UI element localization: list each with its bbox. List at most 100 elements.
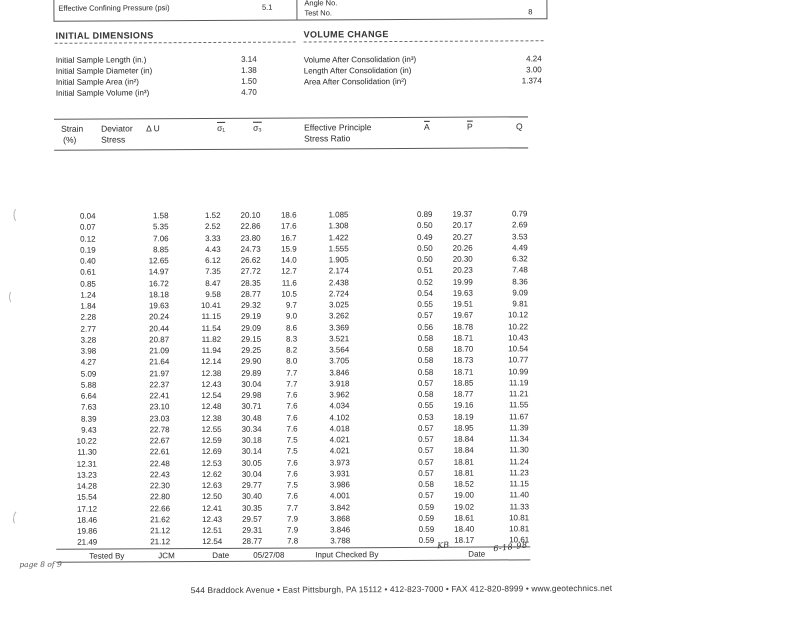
table-cell: 30.40 bbox=[223, 491, 263, 502]
table-cell: 30.35 bbox=[223, 502, 263, 513]
table-cell: 4.49 bbox=[474, 242, 529, 254]
table-cell: 0.58 bbox=[350, 333, 434, 345]
initial-dimensions-title: INITIAL DIMENSIONS bbox=[56, 30, 154, 41]
table-cell: 18.18 bbox=[97, 289, 170, 301]
table-cell: 7.9 bbox=[263, 525, 299, 536]
table-cell: 21.12 bbox=[98, 525, 171, 537]
table-cell: 0.57 bbox=[351, 490, 435, 502]
col-stress-ratio-unit: Stress Ratio bbox=[304, 133, 350, 143]
initial-length-row: Initial Sample Length (in.) 3.14 bbox=[56, 55, 257, 66]
table-cell: 7.7 bbox=[263, 502, 299, 513]
table-cell: 3.521 bbox=[298, 333, 350, 345]
table-cell: 6.32 bbox=[474, 253, 529, 265]
table-cell: 0.19 bbox=[55, 244, 97, 255]
scan-artifact-mark bbox=[12, 509, 25, 527]
table-cell: 30.34 bbox=[223, 423, 263, 434]
table-cell: 11.55 bbox=[474, 400, 529, 412]
table-cell: 30.48 bbox=[223, 412, 263, 423]
table-cell: 28.77 bbox=[223, 536, 263, 547]
table-cell: 0.56 bbox=[350, 321, 434, 333]
table-cell: 7.8 bbox=[263, 536, 299, 547]
table-cell: 2.69 bbox=[474, 220, 529, 232]
table-cell: 0.58 bbox=[350, 389, 434, 401]
table-cell: 12.55 bbox=[171, 424, 223, 436]
table-cell: 29.31 bbox=[223, 525, 263, 536]
table-cell: 18.71 bbox=[434, 332, 474, 343]
table-cell: 9.81 bbox=[474, 298, 529, 310]
table-cell: 18.78 bbox=[434, 321, 474, 332]
col-stress-ratio-label: Effective Principle bbox=[304, 122, 371, 132]
initial-area-label: Initial Sample Area (in²) bbox=[56, 77, 139, 86]
table-cell: 22.30 bbox=[98, 480, 171, 492]
table-cell: 12.43 bbox=[171, 514, 223, 526]
table-cell: 1.085 bbox=[297, 209, 349, 221]
table-cell: 29.25 bbox=[222, 345, 262, 356]
col-deviator-unit: Stress bbox=[101, 134, 125, 144]
table-cell: 10.22 bbox=[474, 321, 529, 333]
table-cell: 19.99 bbox=[434, 276, 474, 287]
topbox-divider bbox=[296, 0, 298, 20]
table-cell: 8.6 bbox=[262, 322, 298, 333]
table-cell: 8.2 bbox=[262, 345, 298, 356]
table-cell: 28.77 bbox=[222, 288, 262, 299]
length-after-value: 3.00 bbox=[526, 65, 542, 75]
table-cell: 29.32 bbox=[222, 300, 262, 311]
col-strain-unit: (%) bbox=[63, 135, 76, 145]
table-cell: 7.7 bbox=[262, 367, 298, 378]
table-cell: 0.53 bbox=[351, 411, 435, 423]
table-cell: 3.986 bbox=[299, 479, 351, 491]
table-cell: 16.72 bbox=[97, 278, 170, 290]
table-cell: 22.48 bbox=[98, 458, 171, 470]
table-cell: 19.51 bbox=[434, 299, 474, 310]
input-checked-by-label: Input Checked By bbox=[315, 550, 378, 559]
table-cell: 0.61 bbox=[55, 267, 97, 278]
table-cell: 12.69 bbox=[171, 446, 223, 458]
table-cell: 7.6 bbox=[263, 457, 299, 468]
table-cell: 29.15 bbox=[222, 333, 262, 344]
table-cell: 9.58 bbox=[170, 289, 222, 301]
signoff-bottom-rule bbox=[56, 559, 531, 563]
table-cell: 12.48 bbox=[170, 401, 222, 413]
table-cell: 12.51 bbox=[171, 525, 223, 537]
table-cell: 2.174 bbox=[298, 266, 350, 278]
table-cell: 6.12 bbox=[170, 255, 222, 267]
table-cell: 18.19 bbox=[435, 411, 475, 422]
table-cell: 2.52 bbox=[170, 221, 222, 233]
table-cell: 22.43 bbox=[98, 469, 171, 481]
table-cell: 11.39 bbox=[475, 422, 530, 434]
table-cell: 3.973 bbox=[299, 457, 351, 469]
initial-length-value: 3.14 bbox=[241, 55, 257, 65]
table-cell: 18.81 bbox=[435, 467, 475, 478]
confining-pressure-label: Effective Confining Pressure (psi) bbox=[58, 3, 169, 13]
table-cell: 18.46 bbox=[56, 514, 98, 525]
table-cell: 0.55 bbox=[350, 400, 434, 412]
volume-change-title: VOLUME CHANGE bbox=[304, 29, 389, 39]
table-cell: 11.67 bbox=[475, 411, 530, 423]
table-cell: 19.37 bbox=[433, 209, 473, 220]
table-cell: 1.24 bbox=[55, 289, 97, 300]
initial-dimensions-underline bbox=[54, 41, 296, 44]
table-cell: 29.89 bbox=[222, 367, 262, 378]
table-cell: 3.262 bbox=[298, 311, 350, 323]
volume-after-row: Volume After Consolidation (in³) 4.24 bbox=[304, 54, 542, 65]
table-cell: 26.62 bbox=[222, 255, 262, 266]
col-sigma3-label: σ₃ bbox=[253, 123, 262, 133]
table-cell: 12.53 bbox=[171, 457, 223, 469]
results-table: 0.04 1.58 1.52 20.10 18.6 1.085 0.89 19.37 0.79 0… bbox=[54, 208, 530, 548]
table-cell: 10.81 bbox=[475, 523, 530, 535]
col-q-label: Q bbox=[516, 121, 523, 131]
table-cell: 22.37 bbox=[97, 379, 170, 391]
table-cell: 11.34 bbox=[475, 433, 530, 445]
table-cell: 11.6 bbox=[262, 277, 298, 288]
initial-area-row: Initial Sample Area (in²) 1.50 bbox=[56, 77, 257, 88]
table-cell: 7.9 bbox=[263, 513, 299, 524]
table-cell: 22.41 bbox=[97, 390, 170, 402]
table-cell: 22.80 bbox=[98, 491, 171, 503]
table-cell: 20.17 bbox=[434, 220, 474, 231]
table-cell: 27.72 bbox=[222, 266, 262, 277]
table-cell: 18.71 bbox=[434, 366, 474, 377]
scan-artifact-mark bbox=[8, 290, 18, 305]
table-cell: 19.16 bbox=[434, 400, 474, 411]
table-cell: 3.564 bbox=[298, 344, 350, 356]
scan-artifact-mark bbox=[13, 206, 24, 224]
